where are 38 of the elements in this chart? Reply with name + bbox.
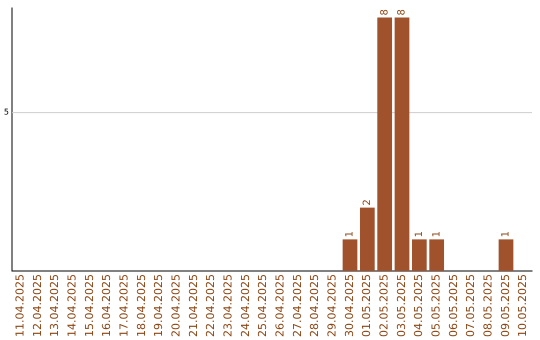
ref-line-label: 5 bbox=[4, 108, 9, 117]
x-tick-label: 21.04.2025 bbox=[186, 274, 200, 338]
x-tick-label: 01.05.2025 bbox=[360, 274, 374, 338]
x-tick-label: 02.05.2025 bbox=[378, 274, 391, 338]
x-tick-label: 20.04.2025 bbox=[170, 274, 183, 338]
x-tick-label: 13.04.2025 bbox=[48, 274, 62, 338]
x-tick-label: 04.05.2025 bbox=[412, 274, 426, 338]
x-tick-label: 14.04.2025 bbox=[66, 274, 79, 338]
data-label: 1 bbox=[414, 230, 425, 238]
x-tick-label: 11.04.2025 bbox=[14, 274, 27, 338]
data-label: 2 bbox=[362, 199, 373, 206]
data-label: 1 bbox=[431, 230, 442, 238]
x-tick-label: 26.04.2025 bbox=[274, 274, 287, 338]
x-tick-label: 07.05.2025 bbox=[464, 274, 478, 338]
data-label: 1 bbox=[344, 230, 356, 238]
x-tick-label: 22.04.2025 bbox=[204, 274, 218, 338]
x-tick-label: 03.05.2025 bbox=[394, 274, 408, 338]
x-tick-label: 29.04.2025 bbox=[326, 274, 339, 338]
x-tick-label: 05.05.2025 bbox=[430, 274, 443, 338]
x-tick-label: 27.04.2025 bbox=[290, 274, 304, 338]
x-tick-label: 24.04.2025 bbox=[238, 274, 252, 338]
x-tick-label: 09.05.2025 bbox=[498, 274, 512, 338]
x-tick-label: 12.04.2025 bbox=[30, 274, 44, 338]
x-tick-label: 17.04.2025 bbox=[118, 274, 131, 338]
x-tick-label: 30.04.2025 bbox=[342, 274, 356, 338]
data-label: 1 bbox=[500, 230, 512, 238]
x-tick-label: 06.05.2025 bbox=[446, 274, 460, 338]
x-tick-label: 25.04.2025 bbox=[256, 274, 270, 338]
x-tick-label: 23.04.2025 bbox=[222, 274, 235, 338]
x-tick-label: 15.04.2025 bbox=[82, 274, 96, 338]
x-tick-label: 28.04.2025 bbox=[308, 274, 322, 338]
x-tick-label: 16.04.2025 bbox=[100, 274, 114, 338]
x-tick-label: 19.04.2025 bbox=[152, 274, 166, 338]
x-tick-label: 10.05.2025 bbox=[516, 274, 530, 338]
x-tick-label: 18.04.2025 bbox=[134, 274, 148, 338]
x-tick-label: 08.05.2025 bbox=[482, 274, 495, 338]
data-label: 8 bbox=[379, 9, 390, 16]
data-label: 8 bbox=[396, 9, 408, 16]
